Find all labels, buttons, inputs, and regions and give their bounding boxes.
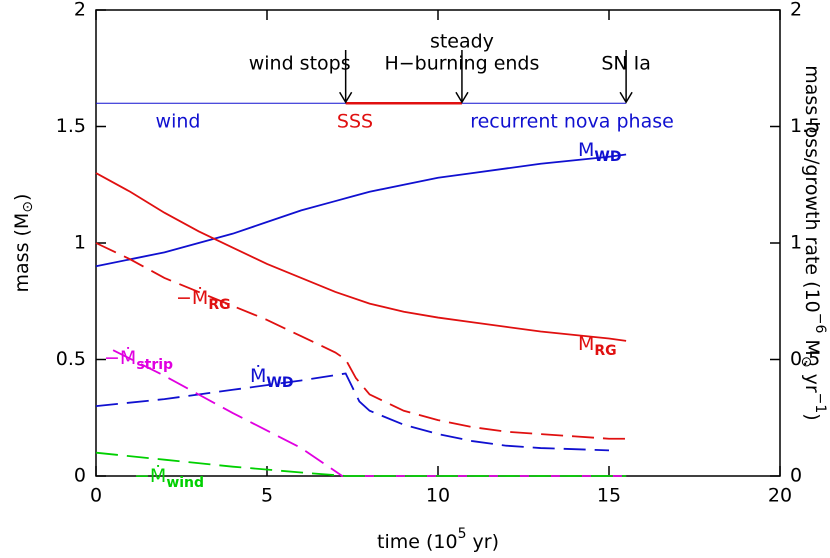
series-label: MWD <box>578 139 621 166</box>
event-label: wind stops <box>249 53 351 75</box>
series-label-sub: WD <box>594 149 621 165</box>
x-tick-label: 0 <box>90 485 102 507</box>
series-line <box>95 172 627 342</box>
y-axis-label: mass (M⊙) <box>11 194 37 293</box>
series-line <box>112 349 627 477</box>
series-label: −Ṁwind <box>134 464 204 492</box>
y2-tick-label: 2 <box>790 0 802 21</box>
x-axis-label: time (105 yr) <box>377 526 499 553</box>
series-label-main: −Ṁ <box>176 286 208 309</box>
arrow-head <box>455 91 469 104</box>
series-label-main: M <box>578 139 594 161</box>
series-label: ṀWD <box>250 364 293 392</box>
x-tick-label: 15 <box>597 485 621 507</box>
series-label-sub: WD <box>266 375 293 391</box>
x-tick-label: 10 <box>426 485 450 507</box>
phase-label: wind <box>156 111 201 133</box>
series-label-sub: RG <box>594 343 616 359</box>
x-tick-label: 20 <box>768 485 792 507</box>
y2-tick-label: 1.5 <box>790 115 820 137</box>
y-tick-label: 0 <box>74 465 86 487</box>
y-tick-label: 1 <box>74 232 86 254</box>
y2-tick-label: 0.5 <box>790 348 820 370</box>
y-tick-label: 1.5 <box>56 115 86 137</box>
series-line <box>95 451 627 477</box>
series-line <box>95 153 627 268</box>
phase-label: recurrent nova phase <box>470 111 674 133</box>
series-label-sub: wind <box>166 475 204 491</box>
phase-label: SSS <box>337 111 373 133</box>
series-line <box>95 372 610 452</box>
series-label: −Ṁstrip <box>104 346 173 374</box>
series-label-sub: strip <box>136 357 173 373</box>
y2-axis-label: mass loss/growth rate (10−6 M⊙ yr−1) <box>798 65 828 420</box>
y-tick-label: 0.5 <box>56 348 86 370</box>
series-label-main: M <box>578 333 594 355</box>
y2-tick-label: 0 <box>790 465 802 487</box>
series-label-sub: RG <box>208 297 230 313</box>
event-label: SN Ia <box>601 53 651 75</box>
event-label: steady <box>430 31 494 53</box>
x-tick-label: 5 <box>261 485 273 507</box>
series-line <box>95 242 627 440</box>
event-label: H−burning ends <box>384 53 539 75</box>
series-label-main: Ṁ <box>250 364 266 387</box>
series-label: −ṀRG <box>176 286 231 314</box>
arrow-head <box>619 91 633 104</box>
y-tick-label: 2 <box>74 0 86 21</box>
series-label-main: −Ṁ <box>134 464 166 487</box>
arrow-head <box>339 91 353 104</box>
series-label-main: −Ṁ <box>104 346 136 369</box>
y2-tick-label: 1 <box>790 232 802 254</box>
series-label: MRG <box>578 333 617 360</box>
